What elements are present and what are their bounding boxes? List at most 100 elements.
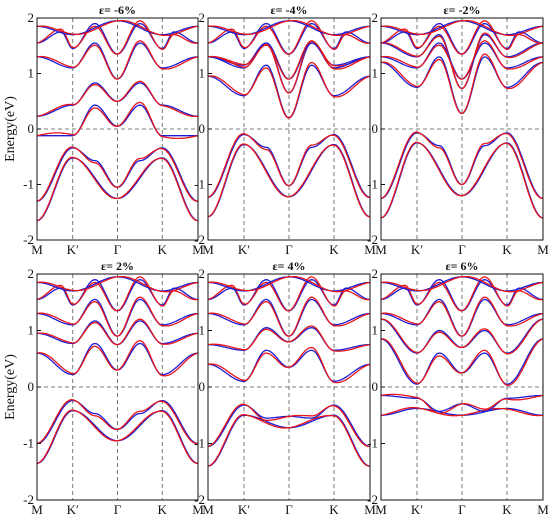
y-tick-label: 2 xyxy=(28,266,35,281)
y-axis-label: Energy(eV) xyxy=(3,354,18,420)
spin-up-band xyxy=(208,403,370,448)
panel-title: ε= -6% xyxy=(99,3,136,17)
band-panel-3: ε= -2%210-1-2M K′ Γ K M xyxy=(367,3,549,257)
spin-up-band xyxy=(37,340,198,377)
y-tick-label: 0 xyxy=(28,121,35,136)
spin-up-band xyxy=(381,40,543,80)
x-tick-label: K xyxy=(329,502,339,517)
x-tick-label: K′ xyxy=(238,242,250,257)
panel-title: ε= -2% xyxy=(444,3,481,17)
spin-up-band xyxy=(381,275,543,293)
spin-up-band xyxy=(37,275,198,293)
y-tick-label: -2 xyxy=(23,232,34,247)
x-tick-label: M xyxy=(202,242,214,257)
band-lines xyxy=(381,19,543,219)
x-tick-label: K xyxy=(502,242,512,257)
spin-up-band xyxy=(208,413,370,467)
x-tick-label: K xyxy=(158,242,168,257)
band-lines xyxy=(208,19,370,218)
y-tick-label: 1 xyxy=(28,323,35,338)
x-tick-label: M xyxy=(192,242,204,257)
spin-up-band xyxy=(208,40,370,94)
y-tick-label: 2 xyxy=(28,10,35,25)
band-panel-1: ε= -6%210-1-2M K′ Γ K M xyxy=(23,3,204,257)
x-tick-label: M xyxy=(192,502,204,517)
spin-up-band xyxy=(381,131,543,200)
band-panel-6: ε= 6%210-1-2M K′ Γ K M xyxy=(367,259,549,517)
x-tick-label: Γ xyxy=(114,502,122,517)
spin-up-band xyxy=(37,409,198,464)
band-lines xyxy=(208,275,370,467)
spin-up-band xyxy=(208,61,370,119)
band-lines xyxy=(381,275,543,417)
panel-title: ε= -4% xyxy=(271,3,308,17)
y-axis-label: Energy(eV) xyxy=(3,96,18,162)
y-tick-label: 1 xyxy=(372,323,379,338)
spin-up-band xyxy=(37,146,198,202)
panel-title: ε= 6% xyxy=(446,259,479,273)
x-tick-label: Γ xyxy=(114,242,122,257)
spin-up-band xyxy=(208,143,370,218)
x-tick-label: M xyxy=(31,502,43,517)
y-tick-label: 1 xyxy=(199,66,206,81)
y-tick-label: 0 xyxy=(28,379,35,394)
x-tick-label: M xyxy=(31,242,43,257)
spin-up-band xyxy=(208,40,370,80)
x-tick-label: K′ xyxy=(411,242,423,257)
x-tick-label: Γ xyxy=(458,502,466,517)
spin-up-band xyxy=(37,296,198,337)
y-tick-label: -2 xyxy=(367,492,378,507)
band-panel-5: ε= 4%210-1-2M K′ Γ K M xyxy=(194,259,376,517)
spin-up-band xyxy=(381,318,543,355)
spin-up-band xyxy=(208,325,370,352)
x-tick-label: M xyxy=(364,242,376,257)
band-lines xyxy=(37,275,198,464)
x-tick-label: M xyxy=(202,502,214,517)
spin-up-band xyxy=(208,346,370,384)
x-tick-label: M xyxy=(375,242,387,257)
spin-up-band xyxy=(381,32,543,90)
y-tick-label: 1 xyxy=(372,66,379,81)
y-tick-label: 0 xyxy=(372,121,379,136)
spin-up-band xyxy=(381,19,543,37)
spin-up-band xyxy=(381,53,543,115)
spin-up-band xyxy=(208,133,370,198)
y-tick-label: -2 xyxy=(367,232,378,247)
spin-up-band xyxy=(37,19,198,37)
y-tick-label: -1 xyxy=(23,436,34,451)
x-tick-label: M xyxy=(537,242,549,257)
y-tick-label: 1 xyxy=(199,323,206,338)
y-tick-label: -2 xyxy=(194,492,205,507)
y-tick-label: 1 xyxy=(28,66,35,81)
y-tick-label: -1 xyxy=(367,436,378,451)
spin-up-band xyxy=(381,393,543,415)
spin-up-band xyxy=(208,296,370,337)
x-tick-label: Γ xyxy=(285,242,293,257)
y-tick-label: 2 xyxy=(372,10,379,25)
spin-up-band xyxy=(37,40,198,80)
spin-up-band xyxy=(37,318,198,346)
spin-up-band xyxy=(37,156,198,222)
x-tick-label: Γ xyxy=(285,502,293,517)
band-panel-4: ε= 2%210-1-2M K′ Γ K M xyxy=(23,259,204,517)
panel-title: ε= 2% xyxy=(101,259,134,273)
y-tick-label: 2 xyxy=(372,266,379,281)
y-tick-label: 2 xyxy=(199,10,206,25)
x-tick-label: M xyxy=(375,502,387,517)
y-tick-label: 0 xyxy=(199,379,206,394)
x-tick-label: K xyxy=(329,242,339,257)
y-tick-label: -2 xyxy=(194,232,205,247)
x-tick-label: K xyxy=(158,502,168,517)
y-tick-label: -1 xyxy=(23,177,34,192)
band-lines xyxy=(37,19,198,222)
y-tick-label: 0 xyxy=(199,121,206,136)
spin-up-band xyxy=(381,338,543,386)
y-tick-label: -1 xyxy=(194,177,205,192)
panel-title: ε= 4% xyxy=(273,259,306,273)
x-tick-label: K′ xyxy=(411,502,423,517)
spin-up-band xyxy=(381,296,543,337)
spin-up-band xyxy=(208,19,370,37)
y-tick-label: -1 xyxy=(194,436,205,451)
spin-up-band xyxy=(37,399,198,445)
